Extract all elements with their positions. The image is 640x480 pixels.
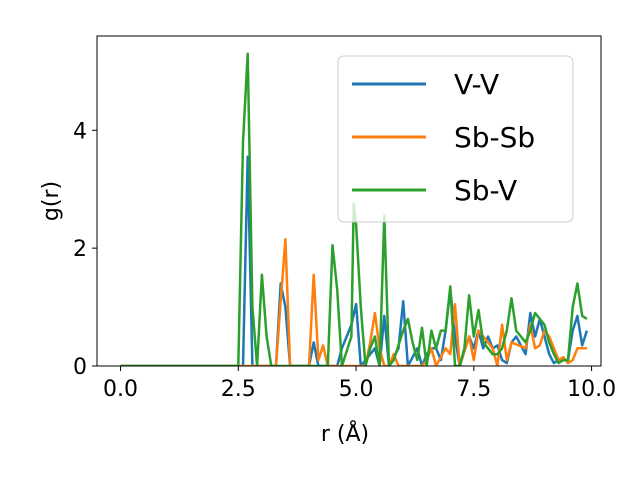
x-tick-label: 2.5 bbox=[221, 377, 256, 402]
x-tick-label: 5.0 bbox=[339, 377, 374, 402]
legend-label-sb-sb: Sb-Sb bbox=[454, 121, 535, 154]
x-tick-label: 10.0 bbox=[567, 377, 616, 402]
y-tick-label: 2 bbox=[73, 237, 87, 262]
series-line-sb-v bbox=[120, 52, 588, 366]
legend-label-v-v: V-V bbox=[454, 68, 499, 101]
y-axis-label: g(r) bbox=[39, 181, 64, 221]
plot-frame bbox=[96, 35, 602, 367]
y-axis: 0 2 4 bbox=[73, 119, 97, 380]
legend: V-V Sb-Sb Sb-V bbox=[337, 55, 574, 223]
x-tick-label: 0.0 bbox=[103, 377, 138, 402]
legend-box bbox=[337, 55, 574, 223]
y-tick-label: 4 bbox=[73, 119, 87, 144]
legend-label-sb-v: Sb-V bbox=[454, 174, 517, 207]
x-axis-label: r (Å) bbox=[321, 420, 369, 447]
series-line-v-v bbox=[120, 155, 589, 366]
y-tick-label: 0 bbox=[73, 355, 87, 380]
x-tick-label: 7.5 bbox=[456, 377, 491, 402]
x-axis: 0.0 2.5 5.0 7.5 10.0 bbox=[103, 366, 616, 402]
series-layer bbox=[120, 52, 589, 366]
